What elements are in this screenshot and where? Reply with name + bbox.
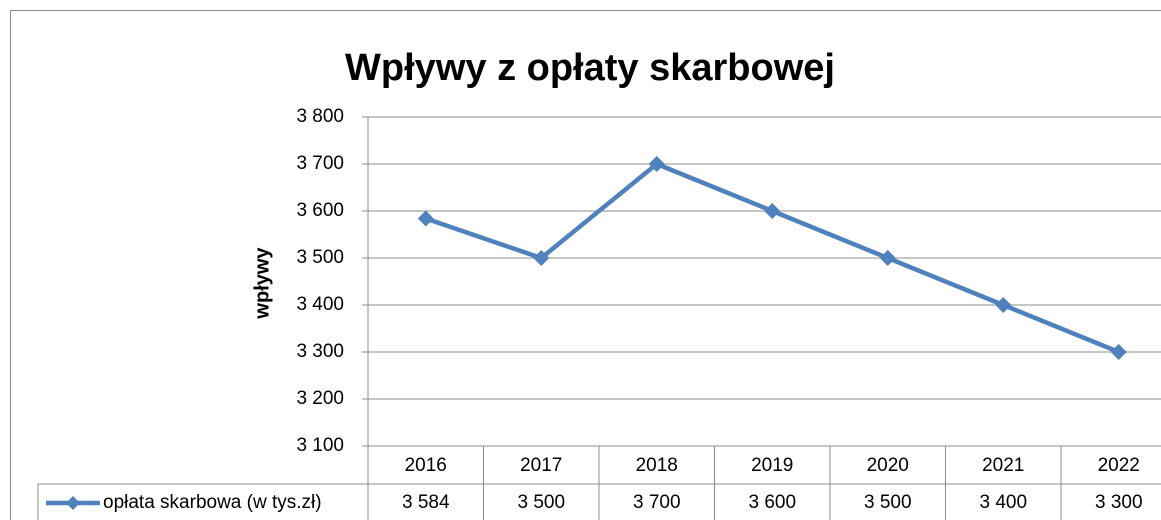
marker	[879, 250, 896, 266]
x-tick-label: 2020	[867, 455, 909, 476]
table-value: 3 500	[517, 492, 565, 513]
table-value: 3 584	[402, 492, 450, 513]
marker	[648, 156, 665, 172]
legend-label: opłata skarbowa (w tys.zł)	[103, 492, 322, 513]
y-tick-label: 3 200	[296, 388, 344, 409]
table-value: 3 500	[864, 492, 912, 513]
marker	[417, 210, 434, 227]
table-value: 3 600	[748, 492, 796, 513]
chart-title: Wpływy z opłaty skarbowej	[345, 47, 835, 89]
y-tick-label: 3 300	[296, 341, 344, 362]
y-tick-label: 3 400	[296, 294, 344, 315]
y-tick-label: 3 500	[296, 247, 344, 268]
marker	[533, 250, 550, 266]
y-tick-label: 3 800	[296, 106, 344, 127]
marker	[764, 203, 781, 219]
x-tick-label: 2019	[751, 455, 793, 476]
table-value: 3 300	[1095, 492, 1143, 513]
chart-border	[10, 10, 1161, 520]
x-tick-label: 2021	[982, 455, 1024, 476]
y-axis-title: wpływy	[251, 247, 273, 320]
legend-marker	[66, 496, 80, 510]
y-tick-label: 3 100	[296, 435, 344, 456]
x-tick-label: 2016	[405, 455, 447, 476]
x-tick-label: 2017	[520, 455, 562, 476]
marker	[995, 297, 1012, 313]
y-tick-label: 3 700	[296, 153, 344, 174]
table-value: 3 700	[633, 492, 681, 513]
marker	[1110, 344, 1127, 360]
table-value: 3 400	[979, 492, 1027, 513]
x-tick-label: 2022	[1098, 455, 1140, 476]
x-tick-label: 2018	[636, 455, 678, 476]
y-tick-label: 3 600	[296, 200, 344, 221]
